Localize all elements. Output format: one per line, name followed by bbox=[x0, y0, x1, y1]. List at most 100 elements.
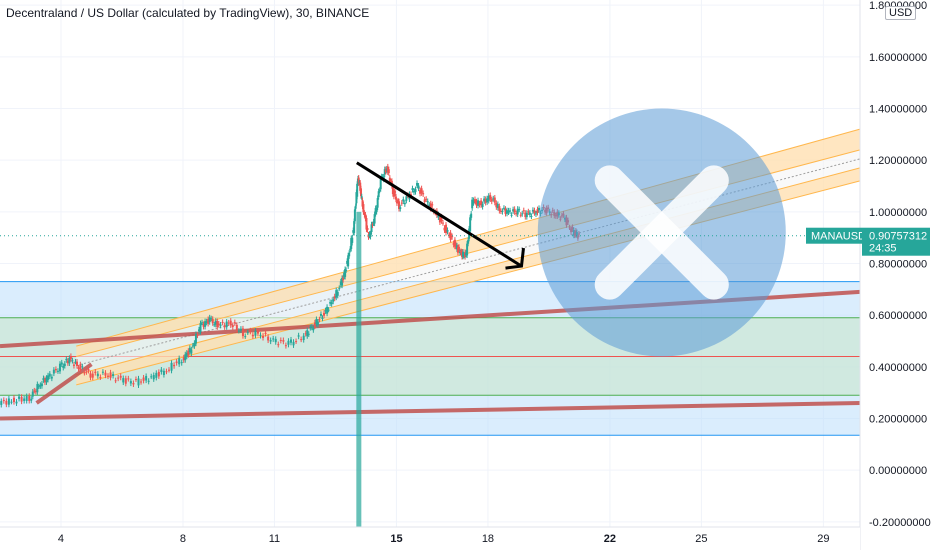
candle-body bbox=[0, 401, 3, 405]
countdown-label: 24:35 bbox=[869, 243, 897, 255]
candle-body bbox=[519, 214, 522, 216]
candle-body bbox=[394, 196, 397, 200]
candle-body bbox=[89, 373, 92, 378]
candle-body bbox=[132, 383, 135, 385]
symbol-tag bbox=[806, 227, 862, 244]
candle-body bbox=[63, 363, 66, 366]
candle-body bbox=[456, 247, 459, 253]
candle-body bbox=[162, 370, 165, 375]
candle-body bbox=[287, 340, 290, 345]
candle-body bbox=[496, 204, 499, 208]
candle-body bbox=[454, 244, 457, 247]
candle-body bbox=[400, 202, 403, 204]
candle-body bbox=[349, 248, 352, 250]
candle-body bbox=[60, 362, 63, 365]
candle-body bbox=[31, 391, 34, 397]
candle-body bbox=[205, 321, 208, 323]
candle-body bbox=[527, 211, 530, 213]
candle-body bbox=[355, 192, 358, 204]
candle-body bbox=[534, 213, 537, 215]
candle-body bbox=[185, 352, 188, 357]
candle-body bbox=[254, 330, 257, 336]
candle-body bbox=[187, 350, 190, 356]
candle-body bbox=[486, 198, 489, 203]
candle-body bbox=[391, 185, 394, 195]
y-tick-label: -0.20000000 bbox=[869, 517, 931, 529]
candle-body bbox=[487, 195, 490, 201]
candle-body bbox=[117, 377, 120, 379]
candle-body bbox=[363, 212, 366, 215]
candle-body bbox=[384, 169, 387, 172]
candle-body bbox=[357, 177, 360, 184]
candle-body bbox=[182, 357, 185, 361]
candle-body bbox=[461, 251, 464, 257]
candle-body bbox=[217, 323, 220, 326]
candle-body bbox=[165, 371, 168, 373]
candle-body bbox=[66, 360, 69, 364]
candle-body bbox=[160, 369, 163, 373]
candle-body bbox=[295, 341, 298, 343]
candle-body bbox=[12, 397, 15, 403]
candle-body bbox=[233, 322, 236, 324]
candle-body bbox=[530, 215, 533, 217]
x-tick-label: 15 bbox=[390, 533, 402, 545]
currency-badge[interactable]: USD bbox=[885, 6, 917, 20]
candle-body bbox=[241, 328, 244, 337]
candle-body bbox=[351, 237, 354, 243]
candle-body bbox=[81, 366, 84, 368]
candle-body bbox=[188, 347, 191, 353]
candle-body bbox=[472, 200, 475, 204]
candle-body bbox=[515, 213, 518, 215]
candle-body bbox=[33, 390, 36, 392]
candle-body bbox=[77, 367, 80, 369]
candle-body bbox=[377, 191, 380, 198]
candle-body bbox=[210, 318, 213, 320]
candle-body bbox=[83, 372, 86, 374]
candle-body bbox=[309, 327, 312, 329]
time-scale bbox=[0, 527, 860, 550]
candle-body bbox=[284, 345, 287, 347]
candle-body bbox=[460, 251, 463, 253]
candle-body bbox=[371, 224, 374, 226]
candle-body bbox=[10, 401, 13, 403]
candle-body bbox=[452, 243, 455, 245]
candle-body bbox=[315, 319, 318, 325]
candle-body bbox=[267, 336, 270, 341]
price-scale bbox=[860, 0, 932, 550]
candle-body bbox=[521, 213, 524, 215]
candle-body bbox=[129, 381, 132, 384]
candle-body bbox=[52, 369, 55, 374]
candle-body bbox=[471, 199, 474, 209]
candle-body bbox=[34, 391, 37, 393]
channel-midline bbox=[76, 158, 861, 367]
candle-body bbox=[20, 396, 23, 402]
candle-body bbox=[455, 245, 458, 250]
candle-body bbox=[274, 338, 277, 343]
candle-body bbox=[346, 260, 349, 264]
candle-body bbox=[45, 377, 48, 383]
candle-body bbox=[399, 207, 402, 210]
candle-body bbox=[386, 166, 389, 173]
candle-body bbox=[356, 183, 359, 197]
candle-body bbox=[65, 358, 68, 361]
candle-body bbox=[342, 277, 345, 281]
candle-body bbox=[214, 320, 217, 325]
candle-body bbox=[467, 240, 470, 244]
candle-body bbox=[72, 364, 75, 366]
candle-body bbox=[18, 396, 21, 399]
candle-body bbox=[104, 372, 107, 376]
candle-body bbox=[137, 378, 140, 386]
candle-body bbox=[223, 325, 226, 328]
candle-body bbox=[354, 205, 357, 209]
candle-body bbox=[438, 217, 441, 223]
candle-body bbox=[42, 378, 45, 381]
candle-body bbox=[507, 210, 510, 213]
candle-body bbox=[157, 371, 160, 377]
spike-wick bbox=[356, 211, 362, 543]
candle-body bbox=[392, 191, 395, 197]
candle-body bbox=[124, 378, 127, 384]
candle-body bbox=[525, 212, 528, 218]
candle-body bbox=[47, 375, 50, 380]
